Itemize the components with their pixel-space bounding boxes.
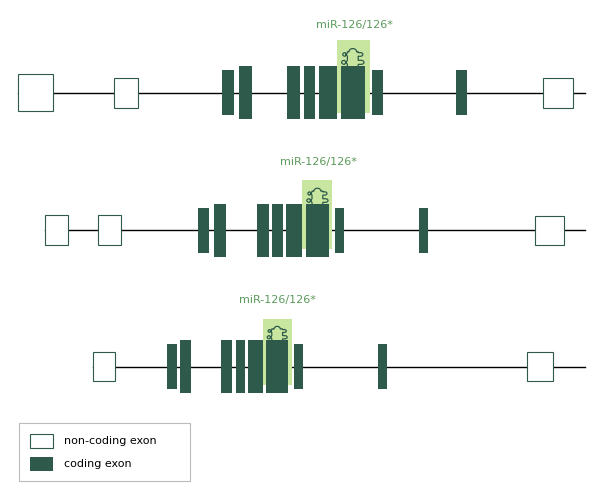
Text: miR-126/126*: miR-126/126* [280,157,356,167]
Bar [306,204,329,257]
Bar [302,180,332,249]
Bar [527,352,553,381]
Bar [18,74,53,112]
Bar [30,434,53,448]
Bar [304,67,315,119]
Bar [45,215,68,245]
Bar [93,352,115,381]
Bar [378,344,387,389]
Bar [337,40,370,113]
Bar [372,70,383,115]
Bar [263,319,292,385]
Bar [287,67,300,119]
Text: miR-126/126*: miR-126/126* [316,20,392,30]
Bar [335,208,344,253]
Bar [19,423,190,481]
Bar [286,204,302,257]
Bar [294,344,303,389]
Bar [535,216,564,245]
Bar [239,67,252,119]
Bar [257,204,269,257]
Text: coding exon: coding exon [64,458,131,468]
Bar [248,341,263,393]
Bar [214,204,226,257]
Bar [167,344,177,389]
Bar [341,67,365,119]
Bar [543,78,573,108]
Bar [236,341,245,393]
Text: non-coding exon: non-coding exon [64,436,156,446]
Bar [419,208,428,253]
Bar [180,341,191,393]
Bar [266,341,288,393]
Bar [30,456,53,470]
Bar [114,78,138,108]
Bar [221,341,232,393]
Bar [198,208,209,253]
Bar [272,204,283,257]
Bar [456,70,467,115]
Bar [98,215,121,245]
Bar [222,70,234,115]
Text: miR-126/126*: miR-126/126* [239,295,316,305]
Bar [319,67,337,119]
